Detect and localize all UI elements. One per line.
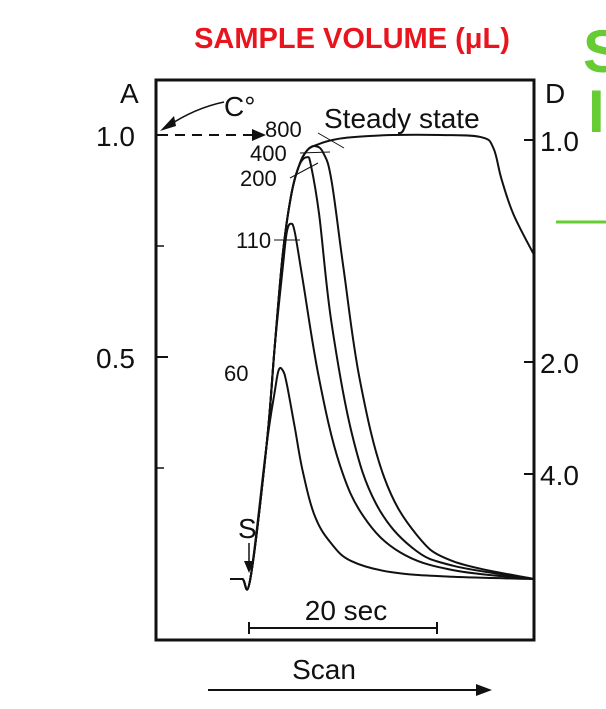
- svg-text:I: I: [588, 78, 605, 145]
- curve-label-200: 200: [240, 166, 277, 191]
- curve-110-ul: [230, 222, 535, 591]
- curve-200-ul: [230, 156, 535, 591]
- curve-leader-200: [289, 162, 319, 179]
- curve-label-60: 60: [224, 361, 248, 386]
- c0-label: C°: [224, 91, 255, 122]
- steady-state-label: Steady state: [324, 103, 480, 134]
- c0-arrowhead: [160, 116, 176, 131]
- curve-label-400: 400: [250, 141, 287, 166]
- scan-arrowhead: [476, 684, 492, 696]
- plot-frame: [154, 78, 536, 642]
- chart-title: SAMPLE VOLUME (μL): [194, 23, 510, 55]
- c0-arrow: [167, 101, 225, 127]
- right-tick-label: 1.0: [540, 126, 579, 157]
- right-axis-label: D: [545, 78, 565, 109]
- curve-60-ul: [230, 366, 535, 591]
- scan-label: Scan: [292, 654, 356, 685]
- curve-400-ul: [230, 145, 535, 591]
- curve-800-ul: [230, 133, 535, 591]
- time-scale-label: 20 sec: [305, 595, 388, 626]
- left-tick-label: 1.0: [96, 121, 135, 152]
- curve-label-110: 110: [236, 228, 271, 253]
- c0-dashed-arrowhead: [252, 129, 266, 141]
- s-marker-arrowhead: [244, 561, 254, 573]
- right-tick-label: 2.0: [540, 348, 579, 379]
- left-tick-label: 0.5: [96, 343, 135, 374]
- svg-text:S: S: [583, 18, 606, 85]
- green-fragment-decoration: S I: [556, 18, 606, 224]
- curves: [230, 133, 535, 591]
- curve-leader-800: [317, 132, 345, 149]
- left-axis-label: A: [120, 78, 139, 109]
- curve-label-800: 800: [265, 117, 302, 142]
- s-marker-label: S: [238, 513, 257, 544]
- right-tick-label: 4.0: [540, 460, 579, 491]
- curve-leader-400: [299, 151, 331, 154]
